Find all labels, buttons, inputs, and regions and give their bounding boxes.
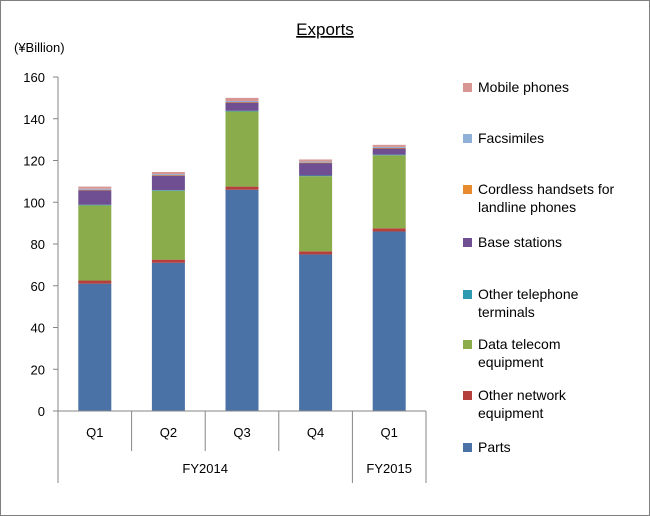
y-tick-label: 160 [23,70,45,85]
bar-segment [372,147,406,149]
legend-label: Other network equipment [478,387,566,421]
bar-segment [372,146,406,148]
bar-segment [225,111,259,187]
legend-label: Base stations [478,234,563,250]
bar-segment [225,110,259,112]
legend-swatch [463,134,472,143]
y-tick-label: 60 [31,279,45,294]
bar-segment [299,251,333,255]
bar-segment [78,188,112,190]
bar-segment [372,154,406,156]
y-tick-label: 0 [38,404,45,419]
bar-segment [299,175,333,177]
bar-segment [225,189,259,411]
legend-swatch [463,238,472,247]
bar-segment [225,186,259,190]
bar-segment [78,186,112,189]
bar-segment [78,190,112,205]
bar-segment [299,254,333,411]
bar-segment [225,97,259,102]
legend-swatch [463,83,472,92]
bar-segment [299,161,333,163]
bar-segment [151,190,185,260]
bar-segment [225,101,259,103]
bar-segment [372,148,406,155]
bar-segment [151,259,185,263]
legend-label: Other telephone terminals [478,286,579,320]
x-tick-label: Q2 [160,425,177,440]
x-tick-label: Q1 [86,425,103,440]
bar-segment [225,102,259,111]
bar-segment [372,144,406,147]
legend-swatch [463,185,472,194]
bar-segment [151,175,185,176]
x-tick-label: Q4 [307,425,324,440]
y-tick-label: 20 [31,362,45,377]
bar-segment [151,174,185,176]
y-axis-label: (¥Billion) [14,40,65,55]
bar-segment [78,189,112,191]
bar-segment [151,190,185,191]
y-tick-label: 100 [23,195,45,210]
bar-segment [78,283,112,411]
y-tick-label: 40 [31,321,45,336]
bar-segment [372,231,406,411]
legend-label: Cordless handsets for landline phones [478,181,615,215]
legend-label: Facsimiles [478,130,545,146]
bar-segment [372,155,406,229]
x-group-label: FY2015 [366,461,412,476]
legend-swatch [463,391,472,400]
x-group-label: FY2014 [182,461,228,476]
bar-segment [78,205,112,281]
bar-segment [78,204,112,206]
legend-label: Data telecom equipment [478,336,561,370]
bar-segment [151,171,185,175]
legend-swatch [463,290,472,299]
y-tick-label: 80 [31,237,45,252]
legend-swatch [463,443,472,452]
bar-segment [299,159,333,162]
bar-segment [372,228,406,232]
x-tick-label: Q3 [233,425,250,440]
bar-segment [299,162,333,164]
legend-label: Parts [478,439,511,455]
y-tick-label: 120 [23,154,45,169]
bar-segment [299,176,333,252]
y-tick-label: 140 [23,112,45,127]
legend-label: Mobile phones [478,79,570,95]
bar-segment [299,163,333,176]
legend-swatch [463,340,472,349]
bar-segment [151,262,185,411]
bar-segment [78,280,112,284]
bar-segment [225,102,259,103]
x-tick-label: Q1 [381,425,398,440]
chart-title: Exports [296,20,354,39]
bar-segment [151,175,185,191]
